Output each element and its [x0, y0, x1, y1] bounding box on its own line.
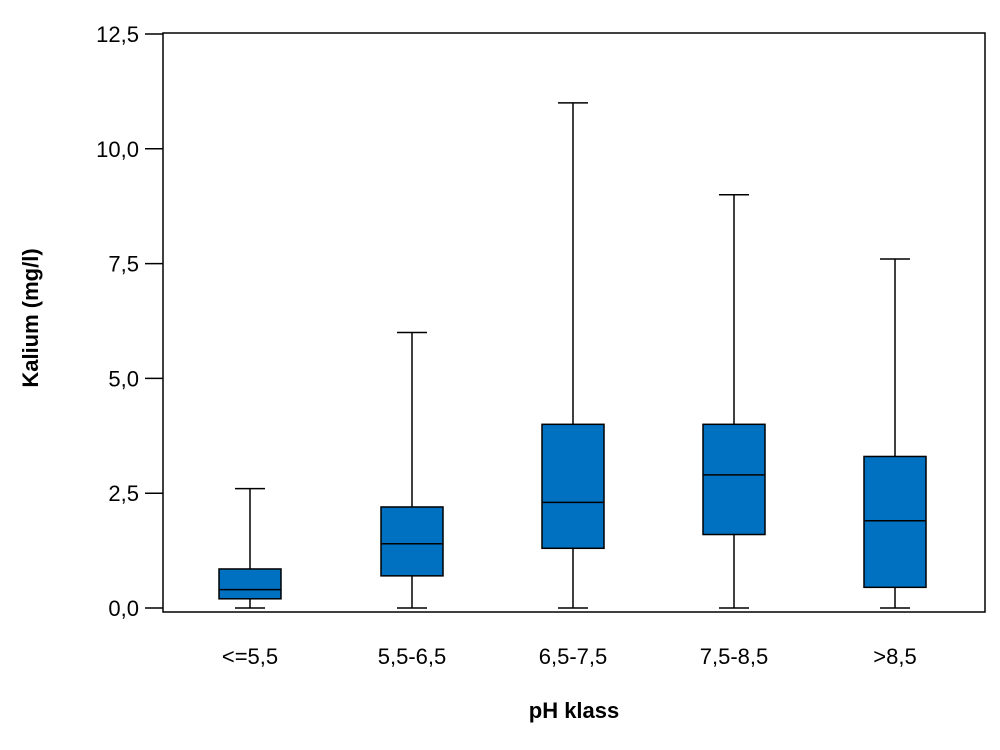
- box-5: [863, 258, 927, 609]
- x-tick-label: 5,5-6,5: [378, 644, 447, 669]
- x-tick-label: >8,5: [873, 644, 916, 669]
- boxes-group: [218, 102, 927, 609]
- x-axis-title: pH klass: [529, 698, 620, 723]
- y-tick-label: 5,0: [108, 366, 139, 391]
- iqr-box: [218, 568, 282, 600]
- y-tick-label: 10,0: [96, 137, 139, 162]
- y-tick-label: 7,5: [108, 252, 139, 277]
- x-tick-label: 6,5-7,5: [539, 644, 608, 669]
- box-2: [380, 331, 444, 609]
- iqr-box: [863, 455, 927, 589]
- iqr-box: [541, 423, 605, 550]
- y-axis: 0,0 2,5 5,0 7,5 10,0 12,5: [96, 22, 163, 621]
- x-axis: <=5,5 5,5-6,5 6,5-7,5 7,5-8,5 >8,5: [222, 644, 917, 669]
- iqr-box: [702, 423, 766, 536]
- box-4: [702, 193, 766, 609]
- y-tick-label: 12,5: [96, 22, 139, 47]
- x-tick-label: 7,5-8,5: [700, 644, 769, 669]
- y-tick-label: 0,0: [108, 596, 139, 621]
- y-axis-title: Kalium (mg/l): [18, 248, 43, 387]
- box-3: [541, 102, 605, 609]
- iqr-box: [380, 506, 444, 577]
- x-tick-label: <=5,5: [222, 644, 278, 669]
- y-tick-label: 2,5: [108, 481, 139, 506]
- box-1: [218, 487, 282, 609]
